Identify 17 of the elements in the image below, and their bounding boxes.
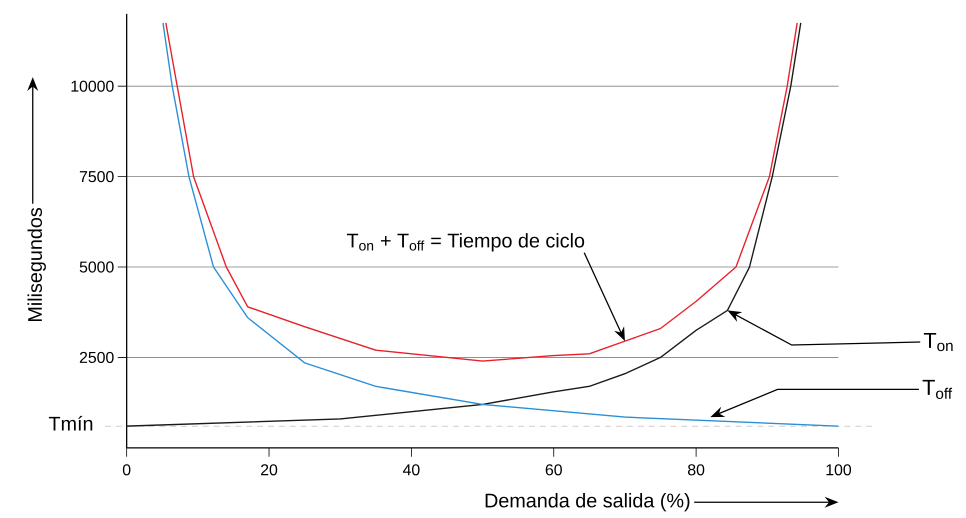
x-tick-label: 80 bbox=[688, 464, 704, 476]
y-tick-label: 10000 bbox=[72, 80, 114, 92]
annotation: T$_{off}$ bbox=[922, 380, 952, 399]
y-tick-label: 2500 bbox=[80, 352, 114, 364]
y-tick-label: 5000 bbox=[80, 261, 114, 273]
x-tick-label: 100 bbox=[826, 464, 852, 476]
y-tick-label: 7500 bbox=[80, 170, 114, 182]
x-tick-label: 40 bbox=[402, 464, 420, 476]
y-axis-title: Milisegundos bbox=[27, 208, 46, 321]
x-tick-label: 60 bbox=[546, 464, 562, 476]
line-series bbox=[165, 22, 798, 362]
annotation: T$_{on}$ bbox=[924, 332, 953, 352]
x-axis-title: Demanda de salida (%) bbox=[486, 492, 690, 512]
ref-line-label: Tmín bbox=[48, 416, 92, 430]
annotation: T$_{on}$ + T$_{off}$ = Tiempo de ciclo bbox=[346, 233, 584, 252]
x-tick-label: 20 bbox=[261, 464, 278, 476]
x-tick-label: 0 bbox=[122, 464, 130, 476]
